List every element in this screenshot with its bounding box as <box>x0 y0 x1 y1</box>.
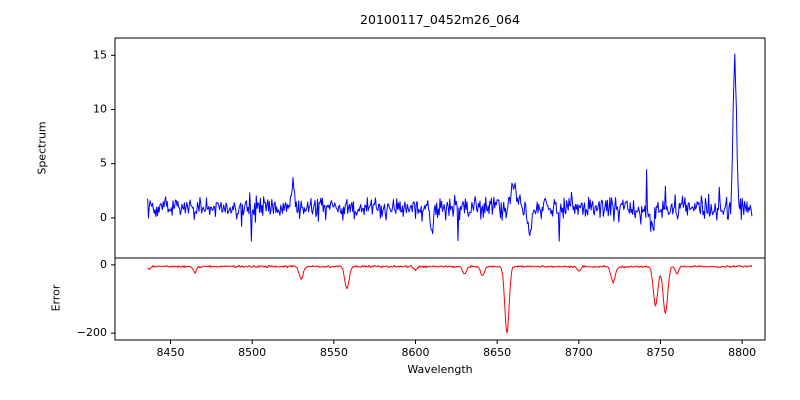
y-tick-label: 15 <box>93 48 107 61</box>
x-tick-label: 8500 <box>238 346 266 359</box>
x-tick-label: 8550 <box>320 346 348 359</box>
x-tick-label: 8700 <box>565 346 593 359</box>
x-tick-label: 8450 <box>157 346 185 359</box>
x-tick-label: 8600 <box>402 346 430 359</box>
x-tick-label: 8800 <box>728 346 756 359</box>
chart-title: 20100117_0452m26_064 <box>360 12 520 27</box>
x-axis-label: Wavelength <box>407 363 473 376</box>
axes-frame-error <box>114 257 766 341</box>
series-spectrum <box>147 53 753 242</box>
y-tick-label: 0 <box>100 258 107 271</box>
x-tick-label: 8650 <box>483 346 511 359</box>
series-error <box>147 264 753 334</box>
y-tick-label: 0 <box>100 211 107 224</box>
axes-frame-spectrum <box>114 37 766 259</box>
y-tick-label: 10 <box>93 103 107 116</box>
y-tick-label: −200 <box>77 326 107 339</box>
y-tick-label: 5 <box>100 157 107 170</box>
x-tick-label: 8750 <box>646 346 674 359</box>
